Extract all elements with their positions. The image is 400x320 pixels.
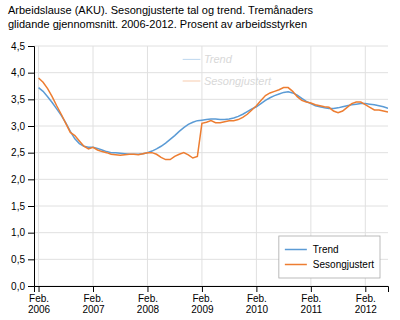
chart: Arbeidslause (AKU). Sesongjusterte tal o… (0, 0, 400, 320)
title: Arbeidslause (AKU). Sesongjusterte tal o… (8, 4, 314, 30)
y-tick-mark (28, 46, 34, 47)
x-tick-mark (202, 286, 203, 292)
y-tick-label: 1,0 (11, 227, 25, 238)
legend-label: Trend (313, 244, 339, 255)
x-axis: Feb.2006 Feb.2007 Feb.2008 Feb.2009 Feb.2010… (28, 286, 389, 315)
legend-swatch (285, 264, 307, 266)
y-tick: 4,0 (11, 67, 34, 78)
y-tick-mark (28, 286, 34, 287)
x-tick: Feb.2010 (246, 286, 269, 315)
grid-line-x (201, 46, 202, 286)
y-tick-label: 3,0 (11, 121, 25, 132)
x-tick-mark (311, 286, 312, 292)
x-tick: Feb.2012 (355, 286, 378, 315)
grid-line-y (34, 206, 388, 207)
y-axis-line (28, 47, 35, 287)
grid-line-y (34, 152, 388, 153)
y-tick-label: 4,5 (11, 41, 25, 52)
y-tick-mark (28, 259, 34, 260)
y-tick-label: 4,0 (11, 67, 25, 78)
x-tick-label: Feb.2010 (246, 293, 269, 315)
x-tick-label: Feb.2007 (82, 293, 105, 315)
y-tick-mark (28, 179, 34, 180)
x-tick-mark (39, 286, 40, 292)
x-tick: Feb.2009 (191, 286, 214, 315)
legend-label: Sesongjustert (313, 259, 374, 270)
x-tick-mark (256, 286, 257, 292)
y-axis: 0,0 0,5 1,0 1,5 2,0 2,5 3,0 3,5 4,0 4,5 (11, 41, 34, 292)
y-tick: 2,5 (11, 147, 34, 158)
legend-box (279, 236, 380, 278)
annotation: Sesongjustert (204, 75, 272, 87)
y-tick-label: 0,0 (11, 281, 25, 292)
x-tick: Feb.2008 (137, 286, 160, 315)
y-tick: 4,5 (11, 41, 34, 52)
x-tick-mark (93, 286, 94, 292)
x-tick-label: Feb.2006 (28, 293, 51, 315)
y-tick-mark (28, 73, 34, 74)
legend: Trend Sesongjustert (279, 236, 380, 278)
grid-line-y (34, 179, 388, 180)
annotation-line (183, 81, 201, 82)
x-tick-label: Feb.2009 (191, 293, 214, 315)
series-line (39, 78, 388, 160)
grid-line-y (34, 46, 388, 47)
y-tick: 3,0 (11, 121, 34, 132)
legend-swatch (285, 249, 307, 251)
x-tick-label: Feb.2008 (137, 293, 160, 315)
y-tick-label: 2,5 (11, 147, 25, 158)
y-tick: 1,5 (11, 201, 34, 212)
plot-area (39, 78, 388, 160)
y-tick-label: 2,0 (11, 174, 25, 185)
y-tick-mark (28, 99, 34, 100)
y-tick-mark (28, 153, 34, 154)
annotation-line (183, 59, 201, 60)
y-tick-mark (28, 126, 34, 127)
x-tick-label: Feb.2011 (301, 293, 323, 315)
x-tick-label: Feb.2012 (355, 293, 378, 315)
y-tick-mark (28, 206, 34, 207)
grid-line-y (34, 126, 388, 127)
y-tick: 1,0 (11, 227, 34, 238)
y-tick-label: 3,5 (11, 94, 25, 105)
grid-line-y (34, 72, 388, 73)
x-tick-mark (147, 286, 148, 292)
y-tick-mark (28, 233, 34, 234)
grid-line-x (38, 46, 39, 286)
grid-line-y (34, 99, 388, 100)
grid-line-x (93, 46, 94, 286)
x-tick-mark (365, 286, 366, 292)
y-tick: 0,5 (11, 254, 34, 265)
x-tick: Feb.2011 (301, 286, 323, 315)
x-tick: Feb.2007 (82, 286, 105, 315)
annotations: Trend Sesongjustert (183, 53, 272, 87)
y-tick: 2,0 (11, 174, 34, 185)
y-tick: 0,0 (11, 281, 34, 292)
y-tick-label: 0,5 (11, 254, 25, 265)
y-tick: 3,5 (11, 94, 34, 105)
annotation: Trend (204, 53, 233, 65)
y-tick-label: 1,5 (11, 201, 25, 212)
grid-line-y (34, 232, 388, 233)
grid-line-x (147, 46, 148, 286)
grid (34, 46, 388, 286)
x-axis-line (35, 287, 389, 293)
x-tick: Feb.2006 (28, 286, 51, 315)
